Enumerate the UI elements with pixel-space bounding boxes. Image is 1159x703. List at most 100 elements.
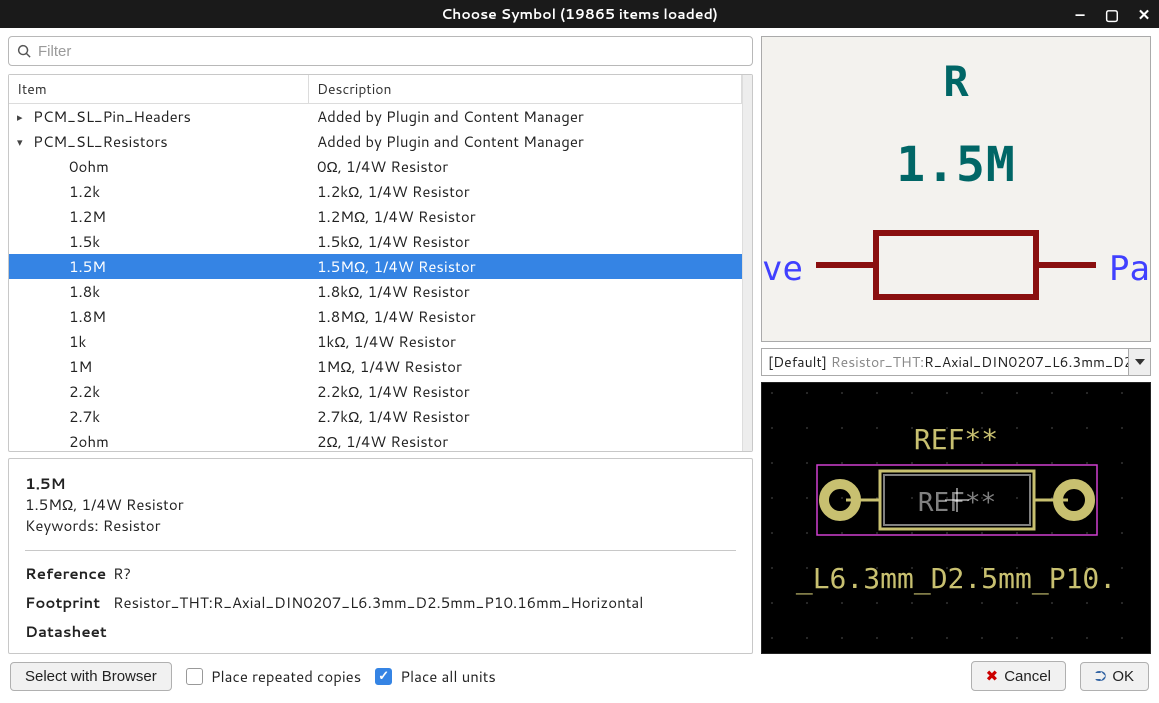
tree-item-desc: 1kΩ, 1/4W Resistor: [309, 331, 742, 352]
minimize-button[interactable]: –: [1071, 4, 1089, 25]
cancel-icon: ✖: [986, 667, 999, 685]
tree-body[interactable]: ▸PCM_SL_Pin_Headers Added by Plugin and C…: [9, 104, 742, 451]
tree-item-label: PCM_SL_Pin_Headers: [33, 106, 191, 127]
filter-input[interactable]: [38, 43, 744, 60]
checkbox-icon: [375, 668, 392, 685]
tree-item-desc: 1.8kΩ, 1/4W Resistor: [309, 281, 742, 302]
checkbox-icon: [186, 668, 203, 685]
cancel-button[interactable]: ✖ Cancel: [971, 661, 1066, 691]
footprint-select[interactable]: [Default] Resistor_THT:R_Axial_DIN0207_L…: [761, 348, 1151, 376]
tree-header-desc[interactable]: Description: [309, 75, 742, 103]
tree-item-label: 1M: [9, 356, 309, 377]
detail-field-value: [113, 621, 736, 642]
window-controls: – ▢ ✕: [1071, 4, 1153, 25]
tree-item-label: 1k: [9, 331, 309, 352]
detail-field-row: ReferenceR?: [25, 563, 736, 584]
tree-item-desc: 2Ω, 1/4W Resistor: [309, 431, 742, 451]
svg-text:2: 2: [1069, 491, 1079, 510]
tree-symbol-row[interactable]: 1.2k1.2kΩ, 1/4W Resistor: [9, 179, 742, 204]
tree-header: Item Description: [9, 75, 742, 104]
ok-icon: ⮊: [1095, 668, 1106, 685]
tree-item-desc: 2.7kΩ, 1/4W Resistor: [309, 406, 742, 427]
tree-symbol-row[interactable]: 1.5k1.5kΩ, 1/4W Resistor: [9, 229, 742, 254]
symbol-value: 1.5M: [896, 137, 1016, 193]
tree-symbol-row[interactable]: 1k1kΩ, 1/4W Resistor: [9, 329, 742, 354]
detail-desc: 1.5MΩ, 1/4W Resistor: [25, 494, 736, 515]
tree-item-desc: 1.8MΩ, 1/4W Resistor: [309, 306, 742, 327]
tree-symbol-row[interactable]: 2ohm2Ω, 1/4W Resistor: [9, 429, 742, 451]
footprint-select-dropdown[interactable]: [1128, 349, 1150, 375]
tree-item-desc: 1MΩ, 1/4W Resistor: [309, 356, 742, 377]
tree-item-label: 1.8k: [9, 281, 309, 302]
tree-item-desc: Added by Plugin and Content Manager: [309, 106, 742, 127]
symbol-pin-right-label: Pa: [1109, 249, 1150, 289]
detail-name: 1.5M: [25, 473, 736, 494]
tree-symbol-row[interactable]: 1.8M1.8MΩ, 1/4W Resistor: [9, 304, 742, 329]
footprint-label-bottom: _L6.3mm_D2.5mm_P10.: [762, 562, 1150, 595]
detail-field-value: R?: [113, 563, 736, 584]
symbol-body: [816, 225, 1096, 305]
close-button[interactable]: ✕: [1135, 4, 1153, 25]
search-icon: [17, 44, 32, 59]
symbol-tree: Item Description ▸PCM_SL_Pin_Headers Adde…: [8, 74, 753, 452]
place-all-units-checkbox[interactable]: Place all units: [375, 666, 496, 687]
chevron-down-icon: [1135, 359, 1145, 365]
tree-item-desc: Added by Plugin and Content Manager: [309, 131, 742, 152]
tree-item-label: 1.5k: [9, 231, 309, 252]
footprint-select-text: [Default] Resistor_THT:R_Axial_DIN0207_L…: [762, 352, 1128, 372]
tree-item-desc: 0Ω, 1/4W Resistor: [309, 156, 742, 177]
expander-icon[interactable]: ▸: [17, 109, 29, 125]
footprint-ref-top: REF**: [914, 423, 998, 456]
expander-icon[interactable]: ▾: [17, 134, 29, 150]
maximize-button[interactable]: ▢: [1103, 4, 1121, 25]
symbol-preview[interactable]: R 1.5M ve Pa: [761, 36, 1151, 342]
tree-item-label: 1.8M: [9, 306, 309, 327]
detail-keywords: Keywords: Resistor: [25, 515, 736, 536]
tree-symbol-row[interactable]: 1.5M1.5MΩ, 1/4W Resistor: [9, 254, 742, 279]
tree-item-desc: 1.5kΩ, 1/4W Resistor: [309, 231, 742, 252]
tree-item-label: PCM_SL_Resistors: [33, 131, 168, 152]
tree-item-label: 1.2k: [9, 181, 309, 202]
place-repeated-checkbox[interactable]: Place repeated copies: [186, 666, 361, 687]
detail-field-label: Datasheet: [25, 621, 113, 642]
tree-scrollbar[interactable]: [742, 75, 752, 451]
detail-field-value: Resistor_THT:R_Axial_DIN0207_L6.3mm_D2.5…: [113, 592, 736, 613]
tree-item-label: 0ohm: [9, 156, 309, 177]
tree-header-item[interactable]: Item: [9, 75, 309, 103]
tree-item-desc: 1.5MΩ, 1/4W Resistor: [309, 256, 742, 277]
tree-symbol-row[interactable]: 0ohm0Ω, 1/4W Resistor: [9, 154, 742, 179]
tree-library-row[interactable]: ▾PCM_SL_Resistors Added by Plugin and Con…: [9, 129, 742, 154]
main-content: Item Description ▸PCM_SL_Pin_Headers Adde…: [0, 28, 1159, 654]
tree-symbol-row[interactable]: 1M1MΩ, 1/4W Resistor: [9, 354, 742, 379]
symbol-ref: R: [943, 57, 968, 106]
detail-pane: 1.5M 1.5MΩ, 1/4W Resistor Keywords: Resi…: [8, 458, 753, 654]
right-column: R 1.5M ve Pa [Default] Resistor_THT:R_Ax…: [761, 36, 1151, 654]
detail-fields: ReferenceR?FootprintResistor_THT:R_Axial…: [25, 563, 736, 642]
tree-item-label: 2.2k: [9, 381, 309, 402]
svg-text:1: 1: [835, 491, 845, 510]
tree-item-desc: 1.2kΩ, 1/4W Resistor: [309, 181, 742, 202]
detail-field-row: FootprintResistor_THT:R_Axial_DIN0207_L6…: [25, 592, 736, 613]
ok-button[interactable]: ⮊ OK: [1080, 662, 1149, 691]
window-title: Choose Symbol (19865 items loaded): [441, 4, 718, 24]
tree-item-label: 1.2M: [9, 206, 309, 227]
tree-library-row[interactable]: ▸PCM_SL_Pin_Headers Added by Plugin and C…: [9, 104, 742, 129]
footprint-preview[interactable]: REF** 1 2 REF** _L6.3mm_D2.5mm_P10.: [761, 382, 1151, 654]
symbol-pin-left-label: ve: [762, 249, 803, 289]
tree-item-label: 1.5M: [9, 256, 309, 277]
tree-item-label: 2ohm: [9, 431, 309, 451]
tree-item-label: 2.7k: [9, 406, 309, 427]
left-column: Item Description ▸PCM_SL_Pin_Headers Adde…: [8, 36, 753, 654]
footer: Select with Browser Place repeated copie…: [0, 654, 1159, 698]
select-with-browser-button[interactable]: Select with Browser: [10, 662, 172, 691]
filter-box[interactable]: [8, 36, 753, 66]
detail-divider: [25, 550, 736, 551]
tree-item-desc: 2.2kΩ, 1/4W Resistor: [309, 381, 742, 402]
detail-field-label: Reference: [25, 563, 113, 584]
tree-symbol-row[interactable]: 2.2k2.2kΩ, 1/4W Resistor: [9, 379, 742, 404]
tree-symbol-row[interactable]: 1.2M1.2MΩ, 1/4W Resistor: [9, 204, 742, 229]
tree-item-desc: 1.2MΩ, 1/4W Resistor: [309, 206, 742, 227]
tree-symbol-row[interactable]: 1.8k1.8kΩ, 1/4W Resistor: [9, 279, 742, 304]
detail-field-label: Footprint: [25, 592, 113, 613]
tree-symbol-row[interactable]: 2.7k2.7kΩ, 1/4W Resistor: [9, 404, 742, 429]
